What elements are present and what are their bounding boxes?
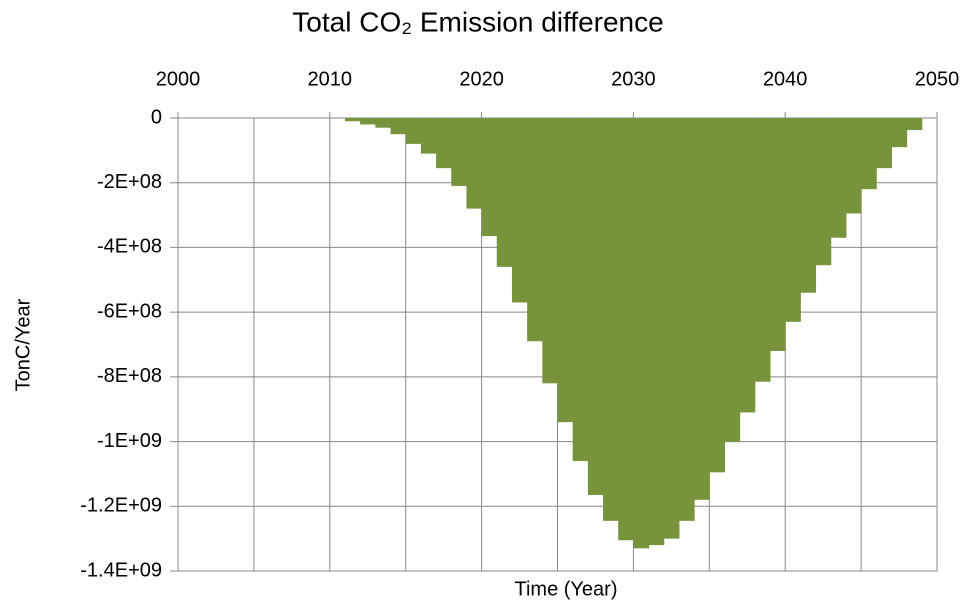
bar	[876, 118, 892, 169]
bar	[496, 118, 513, 267]
bar	[648, 118, 665, 546]
bar	[739, 118, 756, 413]
x-tick-label: 2030	[611, 68, 656, 90]
bar	[633, 118, 650, 549]
bar	[678, 118, 695, 521]
bar	[344, 118, 361, 122]
y-tick-label: -1.2E+09	[80, 495, 162, 517]
bar	[770, 118, 786, 351]
bar	[754, 118, 771, 382]
bar	[906, 118, 923, 130]
bar	[511, 118, 528, 303]
x-tick-label: 2050	[915, 68, 960, 90]
bar	[360, 118, 376, 125]
y-tick-label: -6E+08	[97, 300, 162, 322]
bar	[527, 118, 543, 342]
y-tick-label: -2E+08	[97, 171, 162, 193]
bar	[587, 118, 604, 495]
x-tick-label: 2000	[156, 68, 201, 90]
bar	[375, 118, 392, 128]
bar	[861, 118, 877, 190]
x-axis-label: Time (Year)	[515, 578, 618, 600]
bar	[481, 118, 498, 237]
y-axis-label: TonC/Year	[12, 298, 34, 391]
bar	[405, 118, 422, 144]
bar	[618, 118, 634, 541]
bar	[451, 118, 467, 186]
bar	[390, 118, 407, 135]
y-tick-label: -1.4E+09	[80, 559, 162, 581]
chart-title: Total CO₂ Emission difference	[292, 6, 663, 37]
bar	[891, 118, 908, 148]
bar	[815, 118, 832, 266]
x-tick-label: 2020	[459, 68, 504, 90]
bar	[572, 118, 589, 461]
bar	[436, 118, 452, 169]
bar	[694, 118, 710, 500]
bar	[845, 118, 862, 214]
bar	[542, 118, 558, 384]
x-tick-label: 2010	[308, 68, 353, 90]
y-tick-label: 0	[151, 106, 162, 128]
bar	[663, 118, 680, 539]
y-tick-label: -1E+09	[97, 430, 162, 452]
bar	[603, 118, 619, 521]
x-tick-label: 2040	[763, 68, 808, 90]
y-tick-label: -8E+08	[97, 365, 162, 387]
bar	[420, 118, 437, 154]
bar	[709, 118, 725, 473]
bar	[830, 118, 847, 238]
bar	[557, 118, 574, 423]
bar	[800, 118, 817, 293]
bar	[466, 118, 483, 209]
y-tick-label: -4E+08	[97, 236, 162, 258]
bar	[785, 118, 801, 322]
bar	[724, 118, 741, 442]
